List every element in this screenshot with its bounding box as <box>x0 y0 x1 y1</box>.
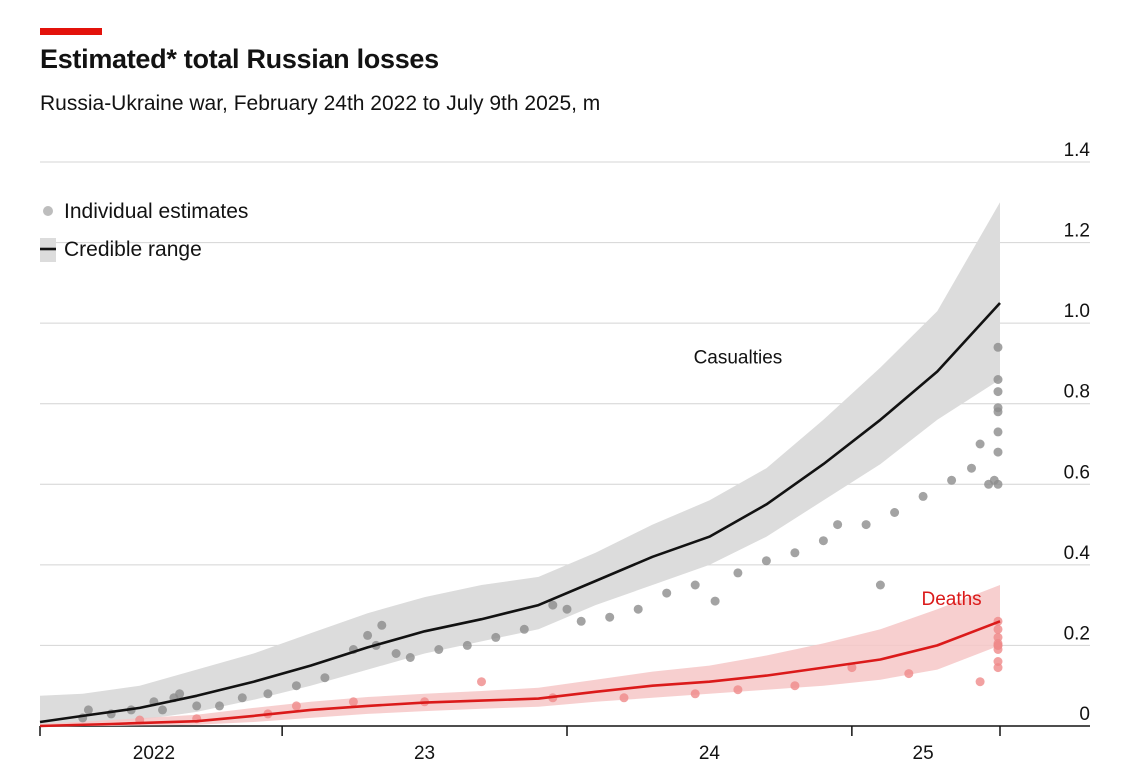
y-tick-label: 0.2 <box>1064 623 1090 644</box>
casualties-estimate-point <box>875 580 885 590</box>
casualties-estimate-point <box>491 632 501 642</box>
casualties-estimate-point <box>993 479 1003 489</box>
y-tick-label: 0 <box>1079 704 1090 725</box>
deaths-estimate-point <box>619 693 629 703</box>
deaths-estimate-point <box>993 663 1003 673</box>
casualties-estimate-point <box>391 649 401 658</box>
y-tick-label: 0.8 <box>1064 382 1090 403</box>
deaths-estimate-point <box>733 685 743 695</box>
y-tick-label: 0.6 <box>1064 462 1090 483</box>
casualties-estimate-point <box>790 548 800 558</box>
casualties-estimate-point <box>83 705 93 715</box>
brand-accent-bar <box>40 28 102 35</box>
casualties-estimate-point <box>548 600 558 610</box>
casualties-estimate-point <box>405 653 415 662</box>
casualties-estimate-point <box>562 604 572 614</box>
deaths-estimate-point <box>690 689 700 699</box>
casualties-estimate-point <box>710 596 720 606</box>
casualties-estimate-point <box>320 673 330 683</box>
casualties-estimate-point <box>967 463 976 473</box>
casualties-estimate-point <box>462 640 472 650</box>
casualties-estimate-point <box>263 689 273 699</box>
casualties-estimate-point <box>291 681 301 691</box>
deaths-estimate-point <box>291 701 301 711</box>
x-tick-label: 23 <box>414 743 435 764</box>
casualties-estimate-point <box>993 387 1003 397</box>
legend-estimates-label: Individual estimates <box>64 200 248 223</box>
casualties-estimate-point <box>993 447 1003 457</box>
y-tick-label: 1.4 <box>1064 140 1091 161</box>
casualties-estimate-point <box>975 439 985 449</box>
casualties-estimate-point <box>633 604 643 614</box>
deaths-estimate-point <box>790 681 800 691</box>
casualties-estimate-point <box>434 645 444 654</box>
casualties-estimate-point <box>890 508 900 517</box>
deaths-estimate-point <box>847 663 857 673</box>
casualties-estimate-point <box>519 624 529 634</box>
chart-title: Estimated* total Russian losses <box>40 44 439 74</box>
legend: Individual estimates Credible range <box>40 200 248 262</box>
casualties-estimate-point <box>363 630 373 640</box>
casualties-estimate-point <box>918 491 928 501</box>
legend-range-label: Credible range <box>64 238 202 261</box>
deaths-credible-band <box>40 585 1000 726</box>
casualties-estimate-point <box>576 616 586 626</box>
deaths-estimate-point <box>477 677 486 687</box>
y-tick-label: 1.2 <box>1064 221 1090 242</box>
casualties-estimate-point <box>993 342 1003 352</box>
casualties-credible-band <box>40 202 1000 727</box>
casualties-series-label: Casualties <box>694 347 783 368</box>
casualties-estimate-point <box>175 689 185 699</box>
deaths-series-label: Deaths <box>921 589 981 610</box>
casualties-estimate-point <box>690 580 700 590</box>
y-tick-label: 0.4 <box>1064 543 1091 564</box>
x-tick-label: 25 <box>913 743 934 764</box>
x-tick-label: 24 <box>699 743 721 764</box>
deaths-estimate-point <box>993 624 1003 634</box>
legend-estimate-dot <box>43 206 53 216</box>
casualties-estimate-point <box>761 556 771 566</box>
casualties-estimate-point <box>237 693 247 703</box>
casualties-estimate-point <box>733 568 743 578</box>
deaths-estimate-point <box>348 697 358 707</box>
casualties-estimate-point <box>158 705 167 715</box>
chart-subtitle: Russia-Ukraine war, February 24th 2022 t… <box>40 92 601 115</box>
casualties-estimate-point <box>818 536 828 546</box>
casualties-estimate-point <box>993 403 1003 413</box>
x-tick-label: 2022 <box>133 743 175 764</box>
casualties-estimate-point <box>993 375 1003 384</box>
casualties-estimate-point <box>192 701 202 711</box>
deaths-estimate-point <box>993 645 1003 654</box>
casualties-estimate-point <box>947 475 957 485</box>
deaths-line <box>39 620 1001 728</box>
y-tick-label: 1.0 <box>1064 301 1090 322</box>
casualties-line <box>39 302 1001 724</box>
casualties-estimate-point <box>993 427 1003 437</box>
deaths-estimate-point <box>904 669 914 679</box>
casualties-estimate-point <box>377 620 387 630</box>
casualties-estimate-point <box>215 701 224 711</box>
casualties-estimate-point <box>605 612 615 622</box>
deaths-estimate-point <box>975 677 985 687</box>
casualties-estimate-point <box>861 520 871 530</box>
casualties-estimate-point <box>662 588 672 598</box>
casualties-estimate-point <box>833 520 843 530</box>
deaths-estimate-point <box>993 632 1003 642</box>
